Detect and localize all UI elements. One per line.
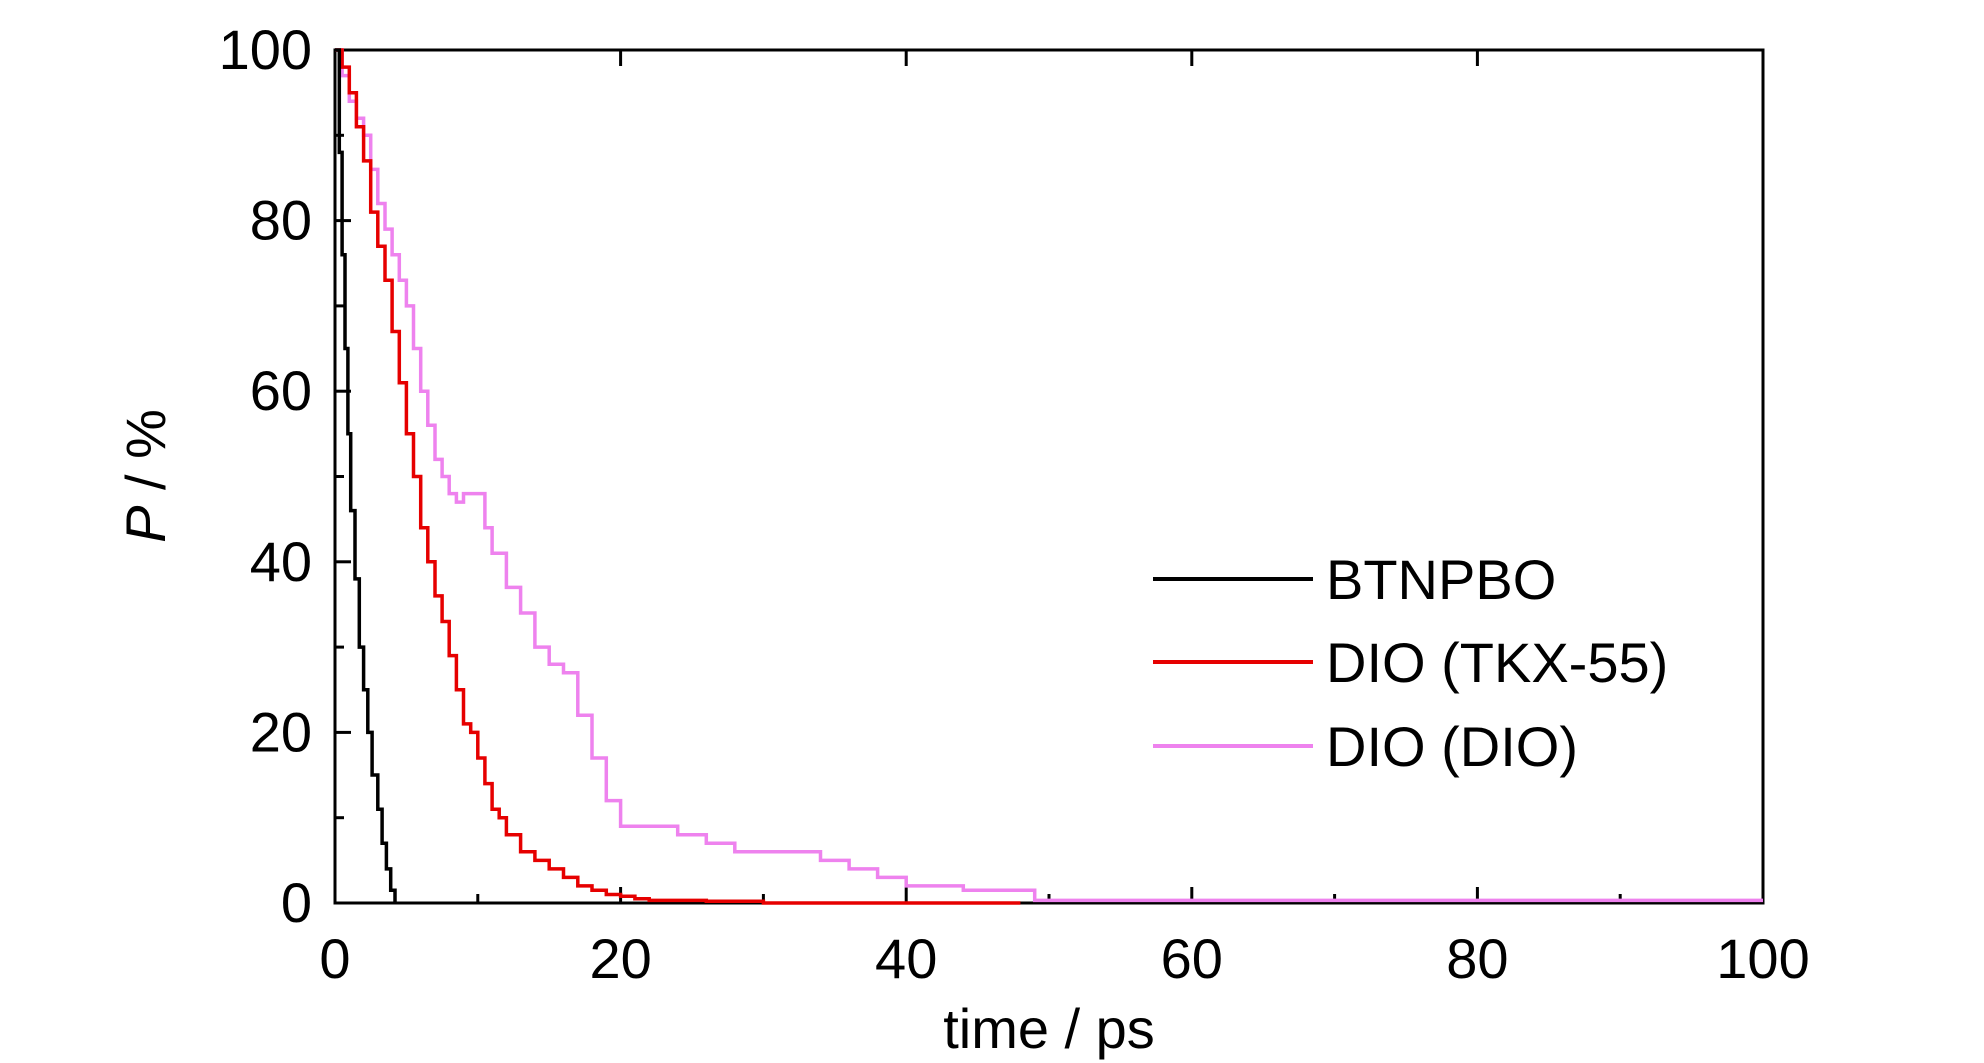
series-line-dio-dio	[335, 48, 1763, 903]
y-tick-label: 100	[219, 18, 312, 81]
y-tick-label: 20	[250, 700, 312, 763]
series-line-dio-tkx-55	[335, 48, 1021, 905]
x-tick-label: 20	[589, 927, 651, 990]
y-axis-ticks: 0 20 40 60 80 100	[219, 18, 351, 934]
legend-label-dio-tkx-55: DIO (TKX-55)	[1326, 631, 1668, 694]
y-axis-title-unit: / %	[114, 409, 177, 505]
legend-label-dio-dio: DIO (DIO)	[1326, 715, 1578, 778]
series-layer	[335, 48, 1763, 905]
y-tick-label: 40	[250, 530, 312, 593]
legend: BTNPBO DIO (TKX-55) DIO (DIO)	[1153, 548, 1668, 778]
y-axis-title: P / %	[114, 409, 177, 543]
series-line-btnpbo	[335, 48, 397, 903]
x-tick-label: 60	[1161, 927, 1223, 990]
y-axis-title-symbol: P	[114, 506, 177, 543]
y-tick-label: 0	[281, 871, 312, 934]
x-tick-label: 100	[1716, 927, 1809, 990]
y-tick-label: 80	[250, 189, 312, 252]
y-tick-label: 60	[250, 359, 312, 422]
x-tick-label: 80	[1446, 927, 1508, 990]
x-tick-label: 40	[875, 927, 937, 990]
x-axis-ticks: 0 20 40 60 80 100	[319, 50, 1810, 990]
legend-label-btnpbo: BTNPBO	[1326, 548, 1556, 611]
x-tick-label: 0	[319, 927, 350, 990]
x-axis-title: time / ps	[943, 997, 1155, 1060]
